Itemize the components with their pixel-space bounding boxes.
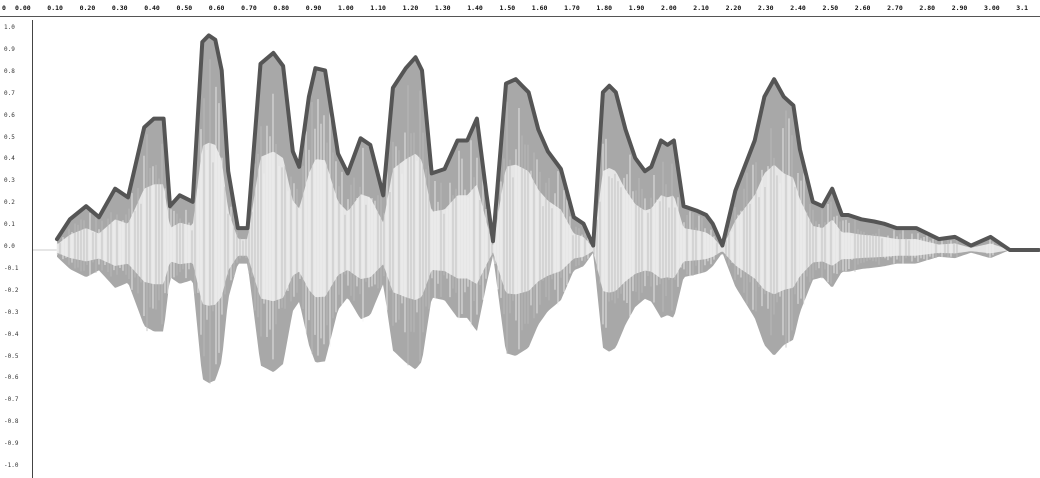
waveform-detail-streaks	[56, 59, 994, 384]
amplitude-tick-label: 0.7	[4, 89, 15, 97]
ruler-tick-label: 2.20	[725, 4, 742, 12]
ruler-tick-label: 0.10	[47, 4, 63, 12]
amplitude-tick-label: 0.2	[4, 199, 15, 207]
ruler-tick-label: 0.00	[15, 4, 31, 12]
amplitude-tick-label: -0.7	[4, 396, 19, 404]
ruler-tick-label: 0.40	[144, 4, 160, 12]
ruler-tick-label: 0	[2, 4, 6, 12]
amplitude-tick-label: -0.5	[4, 352, 19, 360]
amplitude-tick-label: 0.8	[4, 67, 15, 75]
ruler-tick-label: 1.20	[402, 4, 419, 12]
amplitude-tick-label: 0.3	[4, 177, 15, 185]
amplitude-tick-label: -0.2	[4, 286, 19, 294]
ruler-tick-label: 1.10	[370, 4, 386, 12]
ruler-tick-label: 2.70	[887, 4, 903, 12]
ruler-tick-label: 0.90	[305, 4, 322, 12]
amplitude-tick-label: -0.4	[4, 330, 19, 338]
ruler-tick-label: 0.50	[176, 4, 193, 12]
ruler-tick-label: 1.60	[531, 4, 548, 12]
ruler-tick-label: 1.70	[564, 4, 580, 12]
ruler-tick-label: 2.10	[693, 4, 709, 12]
ruler-tick-label: 2.00	[661, 4, 677, 12]
ruler-tick-label: 0.60	[208, 4, 225, 12]
ruler-tick-label: 1.40	[467, 4, 483, 12]
amplitude-axis-line	[32, 20, 33, 478]
amplitude-tick-label: -0.3	[4, 308, 19, 316]
amplitude-axis: 1.0 0.9 0.8 0.7 0.6 0.5 0.4 0.3 0.2 0.1 0.0 -0.1 -0.…	[0, 20, 32, 478]
amplitude-tick-label: -0.8	[4, 418, 19, 426]
time-ruler[interactable]: 0 0.00 0.10 0.20 0.30 0.40 0.50 0.60 0.70 0.80 0.9…	[0, 0, 1040, 20]
amplitude-tick-label: -0.6	[4, 374, 19, 382]
ruler-tick-label: 2.80	[919, 4, 936, 12]
ruler-tick-label: 1.30	[434, 4, 451, 12]
amplitude-tick-label: 0.1	[4, 221, 15, 229]
ruler-tick-label: 2.30	[757, 4, 774, 12]
amplitude-tick-label: -0.1	[4, 264, 19, 272]
amplitude-tick-label: 0.4	[4, 155, 15, 163]
amplitude-tick-label: -1.0	[4, 462, 19, 469]
ruler-tick-label: 0.70	[241, 4, 257, 12]
ruler-tick-label: 2.50	[822, 4, 839, 12]
ruler-tick-label: 3.1	[1016, 4, 1029, 12]
ruler-tick-label: 1.50	[499, 4, 516, 12]
amplitude-tick-label: 0.0	[4, 243, 15, 250]
ruler-tick-label: 0.30	[111, 4, 128, 12]
waveform-canvas[interactable]	[33, 20, 1040, 478]
ruler-tick-label: 1.00	[338, 4, 354, 12]
amplitude-tick-label: -0.9	[4, 440, 19, 448]
ruler-tick-label: 1.80	[596, 4, 613, 12]
ruler-tick-label: 3.00	[984, 4, 1000, 12]
ruler-tick-label: 0.80	[273, 4, 290, 12]
ruler-baseline	[0, 16, 1040, 17]
ruler-tick-label: 1.90	[628, 4, 645, 12]
amplitude-tick-label: 0.6	[4, 111, 15, 119]
amplitude-tick-label: 0.5	[4, 133, 15, 141]
amplitude-envelope	[55, 33, 1040, 252]
ruler-tick-label: 2.90	[951, 4, 968, 12]
ruler-tick-label: 2.60	[854, 4, 871, 12]
ruler-tick-label: 0.20	[79, 4, 96, 12]
amplitude-tick-label: 1.0	[4, 24, 15, 31]
ruler-tick-label: 2.40	[790, 4, 806, 12]
amplitude-tick-label: 0.9	[4, 45, 15, 53]
